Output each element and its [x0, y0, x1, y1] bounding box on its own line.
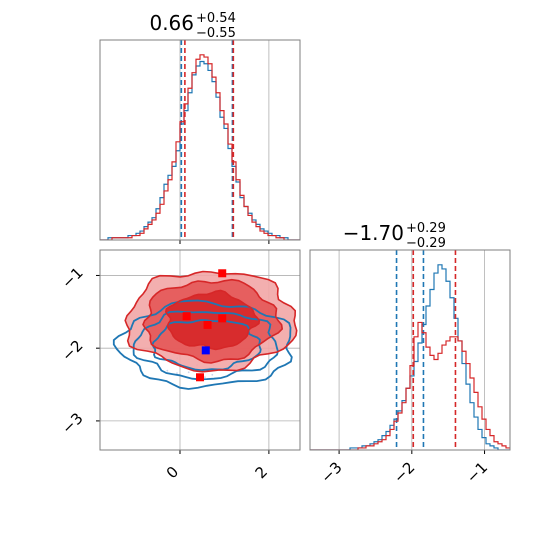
histogram-series-group	[100, 40, 300, 240]
x-tick-label: 0	[163, 463, 182, 482]
x-tick-label: 2	[252, 463, 271, 482]
y-tick-label: −2	[58, 336, 86, 364]
histogram-frame	[309, 249, 511, 451]
marker-square-2	[218, 314, 227, 323]
y-tick-label: −1	[58, 264, 86, 292]
panel-title-lower-error: −0.55	[196, 26, 236, 41]
panel-title-upper-error: +0.54	[196, 11, 236, 26]
contour-fill-red-0	[165, 290, 260, 350]
x-tick-label: −1	[463, 458, 491, 486]
panel-title-upper-error: +0.29	[406, 221, 446, 236]
x-tick-label: −3	[317, 458, 345, 486]
marker-square-3	[203, 320, 212, 329]
marker-square-4	[196, 373, 204, 382]
histogram-series-group	[310, 250, 510, 450]
histogram-frame	[99, 39, 301, 241]
histogram-step-red	[310, 321, 510, 450]
y-tick-label: −3	[58, 409, 86, 437]
marker-square-1	[182, 312, 191, 321]
sample-point	[166, 369, 169, 372]
contour-line-red-1	[142, 278, 284, 364]
marker-square-5	[201, 346, 210, 355]
sample-point	[204, 376, 206, 379]
histogram-step-red	[100, 54, 300, 240]
panel-title-lower-error: −0.29	[406, 236, 446, 251]
panel-top-left-histogram: 0.66 +0.54−0.55	[99, 11, 301, 244]
panel-title-value: −1.70	[343, 221, 404, 245]
contour-frame	[99, 249, 301, 451]
x-tick-label: −2	[390, 458, 418, 486]
contour-line-red-0	[164, 289, 261, 351]
sample-point	[176, 372, 178, 374]
panel-bottom-right-histogram: −3 −2 −1 −1.70 +0.29−0.29	[309, 221, 511, 487]
panel-bottom-left-contour: 0 2 −1 −2 −3	[58, 249, 301, 482]
sample-point	[187, 371, 190, 374]
contour-series-group	[112, 269, 298, 390]
histogram-step-blue	[100, 60, 300, 240]
contour-line-red-2	[124, 270, 298, 373]
panel-title-value: 0.66	[149, 11, 194, 35]
marker-square-0	[218, 269, 227, 278]
sample-point	[211, 373, 214, 376]
histogram-step-blue	[310, 264, 510, 450]
